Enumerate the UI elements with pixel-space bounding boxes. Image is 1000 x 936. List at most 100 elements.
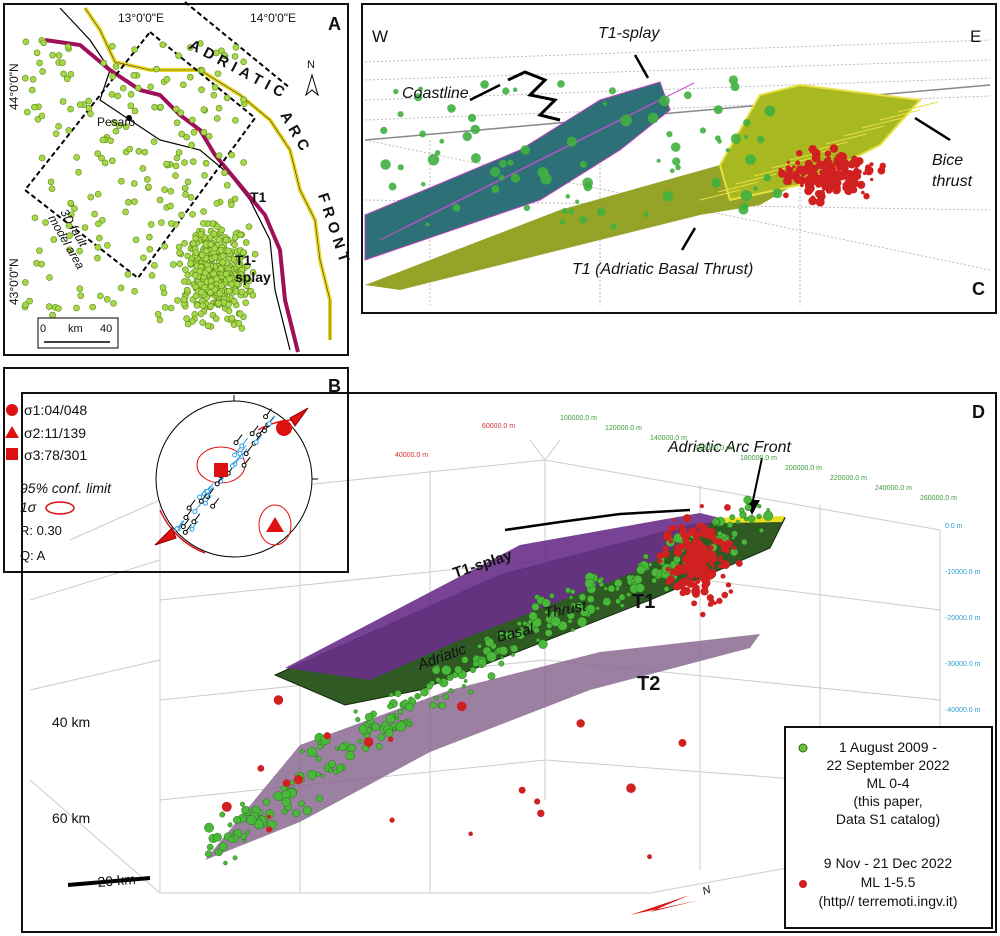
epicenter: [811, 148, 821, 158]
epicenter: [544, 610, 549, 615]
epicenter: [215, 104, 223, 112]
epicenter: [504, 631, 514, 640]
epicenter: [110, 118, 118, 126]
epicenter: [576, 602, 583, 609]
stress-arrow: [289, 407, 309, 427]
epicenter: [218, 282, 225, 289]
fault-label: splay: [235, 269, 271, 285]
epicenter: [537, 809, 545, 818]
panel-c: [361, 3, 997, 314]
epicenter: [38, 112, 46, 120]
epicenter: [468, 689, 474, 695]
epicenter: [389, 692, 394, 697]
epicenter: [218, 842, 228, 851]
epicenter: [99, 136, 107, 144]
epicenter: [394, 690, 402, 697]
epicenter: [603, 586, 608, 591]
scale-label: 40: [100, 323, 112, 335]
epicenter: [178, 130, 185, 138]
epicenter: [66, 232, 73, 240]
epicenter: [112, 127, 120, 135]
epicenter: [651, 577, 657, 584]
epicenter: [531, 602, 540, 611]
epicenter: [565, 587, 572, 594]
epicenter: [392, 726, 397, 731]
epicenter: [470, 153, 481, 164]
epicenter: [59, 59, 66, 66]
panel-d-frame: [21, 392, 997, 933]
epicenter: [684, 563, 688, 567]
epicenter: [388, 182, 397, 191]
epicenter: [97, 292, 104, 300]
epicenter: [181, 159, 188, 166]
epicenter: [397, 164, 404, 171]
epicenter: [662, 545, 669, 551]
epicenter: [607, 585, 616, 593]
epicenter: [184, 178, 192, 186]
epicenter: [257, 764, 265, 772]
c-axis: [364, 84, 991, 141]
sigma3-marker: [6, 448, 18, 460]
epicenter: [801, 177, 808, 184]
epicenter: [112, 63, 120, 70]
epicenter: [561, 207, 568, 215]
epicenter: [199, 319, 206, 326]
panel-letter: A: [328, 14, 341, 34]
epicenter: [300, 748, 305, 754]
slip-point: [183, 514, 189, 520]
epicenter: [122, 208, 129, 216]
epicenter: [161, 243, 169, 250]
city-dot: [126, 115, 132, 121]
epicenter: [198, 86, 205, 93]
epicenter: [147, 83, 154, 91]
epicenter: [371, 722, 380, 732]
epicenter: [442, 693, 449, 700]
epicenter: [183, 315, 190, 322]
epicenter: [461, 656, 469, 664]
epicenter: [766, 508, 770, 512]
legend-label: 1 August 2009 -: [839, 739, 937, 755]
epicenter: [228, 836, 235, 843]
epicenter: [198, 67, 206, 74]
epicenter: [427, 153, 440, 166]
epicenter: [811, 178, 818, 185]
epicenter: [335, 746, 340, 751]
epicenter: [620, 114, 632, 127]
epicenter: [118, 177, 125, 185]
epicenter: [730, 82, 740, 92]
q-label: Q: A: [20, 548, 46, 563]
epicenter: [227, 822, 233, 828]
epicenter: [242, 239, 250, 246]
epicenter: [96, 234, 103, 242]
legend-box: [784, 726, 993, 929]
epicenter: [579, 215, 588, 224]
epicenter: [419, 130, 427, 138]
slip-point: [214, 481, 220, 487]
panel-b: [3, 367, 349, 573]
arrows: [469, 54, 951, 251]
slip-point: [243, 451, 249, 457]
epicenter: [541, 598, 551, 608]
sigma-conf-label: 1σ: [20, 499, 37, 515]
epicenter: [709, 599, 715, 604]
epicenter: [73, 154, 80, 161]
epicenter: [163, 75, 171, 83]
epicenter: [211, 83, 219, 91]
epicenter: [281, 797, 291, 807]
epicenter: [40, 39, 47, 47]
epicenter: [753, 186, 758, 191]
epicenter: [160, 289, 168, 297]
epicenter: [647, 854, 652, 860]
sigma2-marker: [5, 426, 19, 438]
epicenter: [487, 672, 496, 680]
epicenter: [357, 738, 363, 744]
stripe: [789, 149, 831, 161]
epicenter: [484, 637, 495, 647]
slip-point: [210, 503, 216, 509]
epicenter: [512, 87, 518, 93]
epicenter: [29, 76, 37, 83]
epicenter: [176, 260, 184, 268]
epicenter: [175, 52, 182, 59]
epicenter: [236, 310, 244, 318]
epicenter: [180, 278, 188, 285]
